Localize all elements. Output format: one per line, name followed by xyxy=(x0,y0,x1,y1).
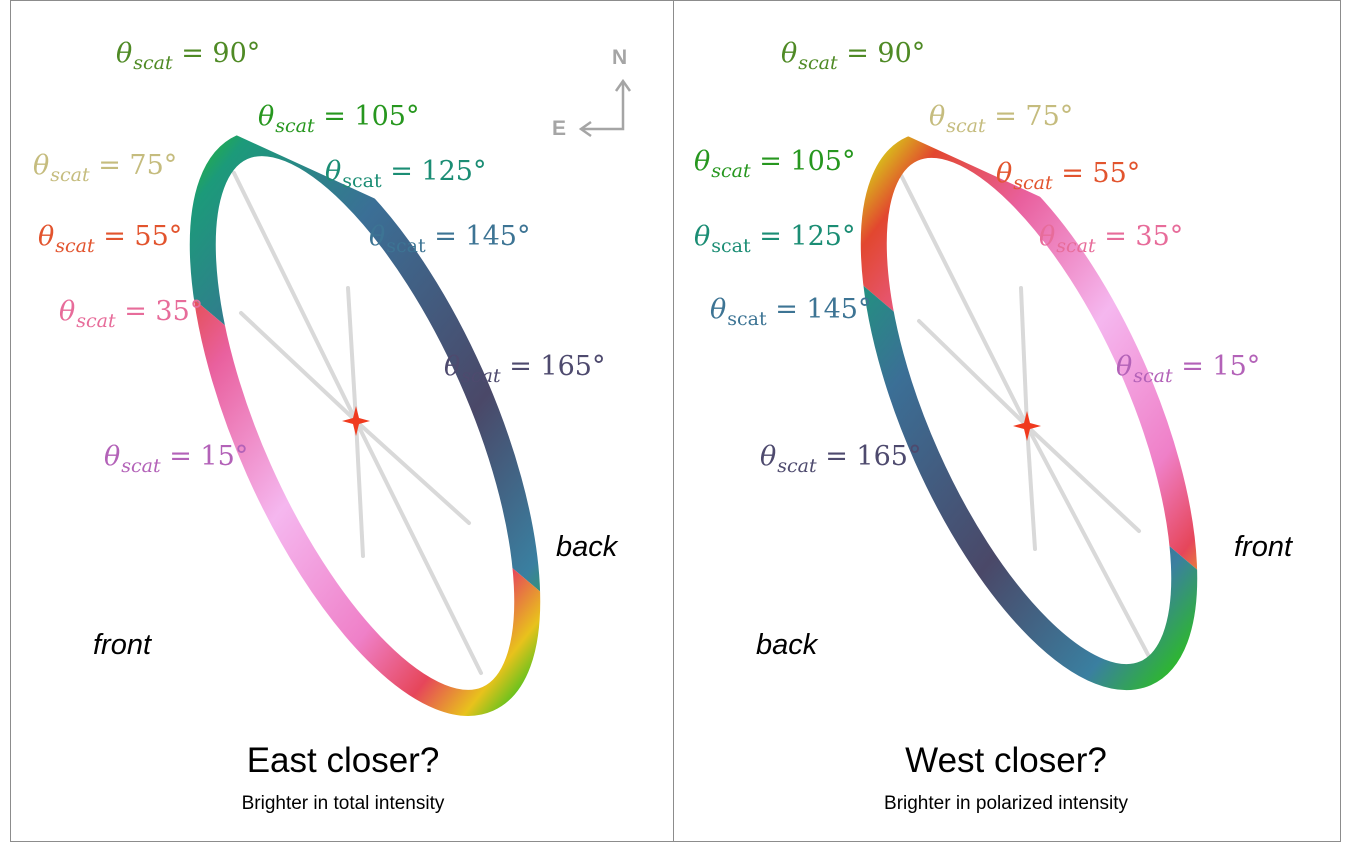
angle-label-75: θscat = 75° xyxy=(33,150,178,187)
compass-arrows xyxy=(578,78,632,138)
angle-label-55: θscat = 55° xyxy=(996,158,1141,195)
spoke xyxy=(1025,424,1156,668)
angle-label-15: θscat = 15° xyxy=(1116,351,1261,388)
angle-label-125: θscat = 125° xyxy=(694,221,856,258)
panel-title: West closer? xyxy=(905,741,1107,780)
spoke xyxy=(354,419,471,525)
angle-label-165: θscat = 165° xyxy=(760,441,922,478)
side-label-front: front xyxy=(93,629,152,661)
side-label-back: back xyxy=(756,629,818,661)
angle-label-145: θscat = 145° xyxy=(369,221,531,258)
panel-title: East closer? xyxy=(246,741,440,780)
angle-label-15: θscat = 15° xyxy=(104,441,249,478)
spoke xyxy=(354,419,483,675)
spokes xyxy=(898,171,1156,668)
angle-label-75: θscat = 75° xyxy=(929,101,1074,138)
compass-north-label: N xyxy=(612,46,628,69)
spoke xyxy=(1019,286,1029,428)
panel-east-closer: N E θscat = 90° θscat = 105° θscat = 125… xyxy=(10,0,674,842)
angle-label-55: θscat = 55° xyxy=(38,221,183,258)
spoke xyxy=(354,419,365,558)
spokes xyxy=(232,171,483,675)
scattering-ring xyxy=(189,130,541,716)
angle-label-125: θscat = 125° xyxy=(325,156,487,193)
angle-label-90: θscat = 90° xyxy=(781,38,926,75)
ring-diagram-east xyxy=(189,78,632,716)
spoke xyxy=(898,171,1029,428)
scattering-ring xyxy=(860,131,1198,691)
angle-label-35: θscat = 35° xyxy=(59,296,204,333)
spoke xyxy=(346,286,358,423)
angle-label-105: θscat = 105° xyxy=(694,146,856,183)
angle-label-165: θscat = 165° xyxy=(444,351,606,388)
star-icon xyxy=(1013,411,1041,441)
side-label-back: back xyxy=(556,531,618,563)
angle-label-90: θscat = 90° xyxy=(116,38,261,75)
compass-east-label: E xyxy=(552,117,567,140)
panel-subtitle: Brighter in polarized intensity xyxy=(884,793,1128,814)
spoke xyxy=(1025,424,1037,551)
panel-subtitle: Brighter in total intensity xyxy=(241,793,445,814)
ring-diagram-west xyxy=(860,131,1198,691)
spoke xyxy=(239,311,358,423)
spoke xyxy=(232,171,358,423)
panel-west-closer: θscat = 90° θscat = 75° θscat = 105° θsc… xyxy=(673,0,1341,842)
side-label-front: front xyxy=(1234,531,1293,563)
spoke xyxy=(917,319,1029,428)
star-icon xyxy=(342,406,370,436)
angle-label-105: θscat = 105° xyxy=(258,101,420,138)
spoke xyxy=(1025,424,1141,533)
angle-label-35: θscat = 35° xyxy=(1039,221,1184,258)
angle-label-145: θscat = 145° xyxy=(710,294,872,331)
